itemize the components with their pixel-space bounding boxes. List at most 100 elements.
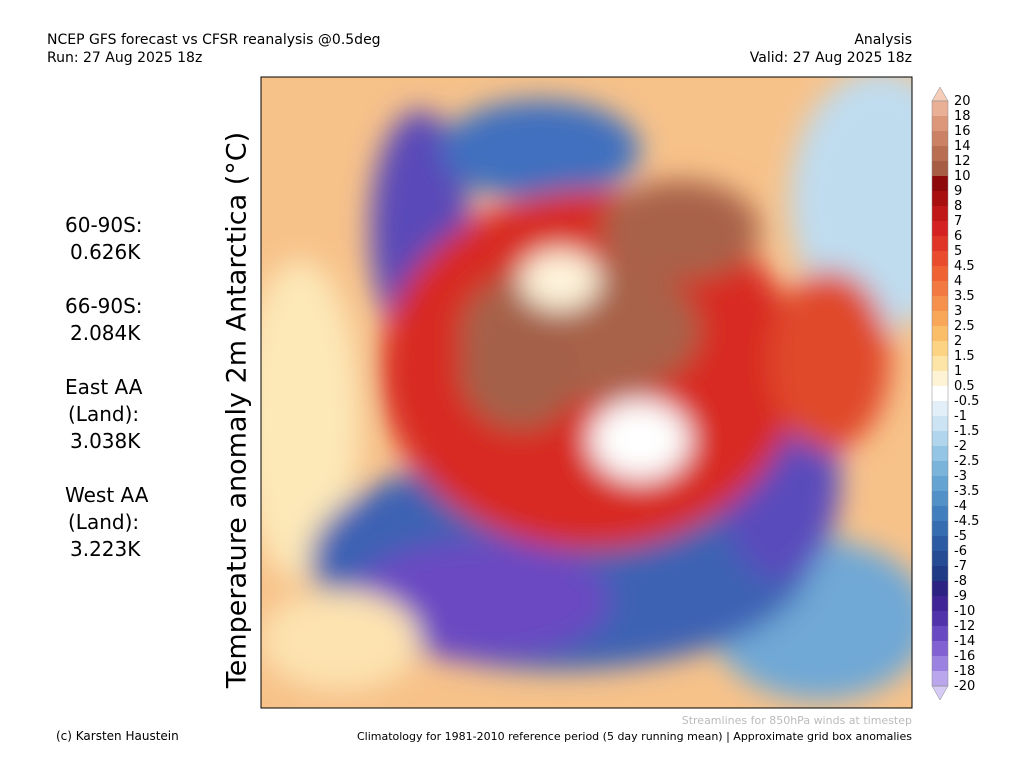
colorbar-label: -2.5: [954, 454, 979, 469]
colorbar-end: [931, 685, 949, 701]
colorbar-label: 2: [954, 334, 962, 349]
colorbar-label: 1: [954, 364, 962, 379]
colorbar-swatch: [932, 161, 948, 176]
colorbar-label: 6: [954, 229, 962, 244]
colorbar-swatch: [932, 506, 948, 521]
colorbar-swatch: [932, 146, 948, 161]
colorbar-label: 20: [954, 94, 971, 109]
stat-value: 2.084K: [70, 321, 141, 345]
colorbar-swatch: [932, 581, 948, 596]
colorbar-label: -4: [954, 499, 967, 514]
colorbar-label: -8: [954, 574, 967, 589]
colorbar-swatch: [932, 431, 948, 446]
colorbar-label: -2: [954, 439, 967, 454]
stat-value: 3.038K: [70, 429, 141, 453]
colorbar-swatch: [932, 251, 948, 266]
mode: Analysis: [854, 32, 912, 48]
colorbar-swatch: [932, 326, 948, 341]
climatology-note: Climatology for 1981-2010 reference peri…: [357, 730, 912, 743]
colorbar-swatch: [932, 596, 948, 611]
colorbar-swatch: [932, 641, 948, 656]
colorbar-swatch: [932, 206, 948, 221]
stat-label: 66-90S:: [65, 294, 143, 318]
colorbar-label: -5: [954, 529, 967, 544]
colorbar-swatch: [932, 656, 948, 671]
colorbar-swatch: [932, 191, 948, 206]
valid-time: Valid: 27 Aug 2025 18z: [750, 50, 912, 66]
colorbar-end: [931, 86, 949, 102]
colorbar-swatch: [932, 671, 948, 686]
colorbar-label: -18: [954, 664, 975, 679]
colorbar-swatch: [932, 416, 948, 431]
colorbar-swatch: [932, 446, 948, 461]
colorbar-swatch: [932, 551, 948, 566]
stats-panel: 60-90S: 0.626K 66-90S: 2.084K East AA (Land):…: [65, 213, 149, 561]
colorbar-swatch: [932, 371, 948, 386]
colorbar-label: -7: [954, 559, 967, 574]
colorbar-label: -1.5: [954, 424, 979, 439]
colorbar-label: 4.5: [954, 259, 975, 274]
colorbar-label: -10: [954, 604, 975, 619]
colorbar-swatch: [932, 386, 948, 401]
colorbar-swatch: [932, 521, 948, 536]
stat-label: (Land):: [68, 402, 139, 426]
colorbar-swatch: [932, 461, 948, 476]
colorbar-swatch: [932, 296, 948, 311]
run-time: Run: 27 Aug 2025 18z: [47, 50, 202, 66]
streamline-note: Streamlines for 850hPa winds at timestep: [682, 714, 912, 727]
colorbar-label: 9: [954, 184, 962, 199]
colorbar-label: 2.5: [954, 319, 975, 334]
colorbar-swatch: [932, 221, 948, 236]
colorbar-swatch: [932, 476, 948, 491]
colorbar-swatch: [932, 131, 948, 146]
colorbar-label: 8: [954, 199, 962, 214]
colorbar-label: 16: [954, 124, 971, 139]
colorbar-swatch: [932, 626, 948, 641]
colorbar-swatch: [932, 566, 948, 581]
colorbar-swatch: [932, 491, 948, 506]
map-frame: [260, 76, 913, 709]
colorbar-swatch: [932, 266, 948, 281]
colorbar-swatch: [932, 341, 948, 356]
colorbar-label: -4.5: [954, 514, 979, 529]
colorbar-label: -16: [954, 649, 975, 664]
colorbar-frame: [931, 100, 949, 687]
colorbar-label: -6: [954, 544, 967, 559]
colorbar-label: -1: [954, 409, 967, 424]
colorbar: 201816141210987654.543.532.521.510.5-0.5…: [931, 86, 979, 701]
colorbar-swatch: [932, 176, 948, 191]
title: NCEP GFS forecast vs CFSR reanalysis @0.…: [47, 32, 381, 48]
colorbar-label: 3: [954, 304, 962, 319]
colorbar-label: 3.5: [954, 289, 975, 304]
colorbar-swatch: [932, 401, 948, 416]
stat-label: (Land):: [68, 510, 139, 534]
colorbar-label: -3: [954, 469, 967, 484]
colorbar-label: 18: [954, 109, 971, 124]
stat-value: 0.626K: [70, 240, 141, 264]
colorbar-swatch: [932, 311, 948, 326]
colorbar-swatch: [932, 281, 948, 296]
colorbar-swatch: [932, 611, 948, 626]
colorbar-label: 7: [954, 214, 962, 229]
colorbar-swatch: [932, 356, 948, 371]
stat-label: East AA: [65, 375, 143, 399]
map: [261, 77, 912, 708]
colorbar-swatch: [932, 101, 948, 116]
colorbar-label: 1.5: [954, 349, 975, 364]
stat-label: West AA: [65, 483, 149, 507]
colorbar-swatch: [932, 116, 948, 131]
colorbar-swatch: [932, 536, 948, 551]
colorbar-label: -20: [954, 679, 975, 694]
colorbar-label: -9: [954, 589, 967, 604]
colorbar-label: 12: [954, 154, 971, 169]
colorbar-label: -3.5: [954, 484, 979, 499]
colorbar-label: 10: [954, 169, 971, 184]
credit: (c) Karsten Haustein: [56, 729, 179, 743]
colorbar-label: -0.5: [954, 394, 979, 409]
colorbar-label: -12: [954, 619, 975, 634]
colorbar-swatch: [932, 236, 948, 251]
stat-label: 60-90S:: [65, 213, 143, 237]
colorbar-label: 5: [954, 244, 962, 259]
